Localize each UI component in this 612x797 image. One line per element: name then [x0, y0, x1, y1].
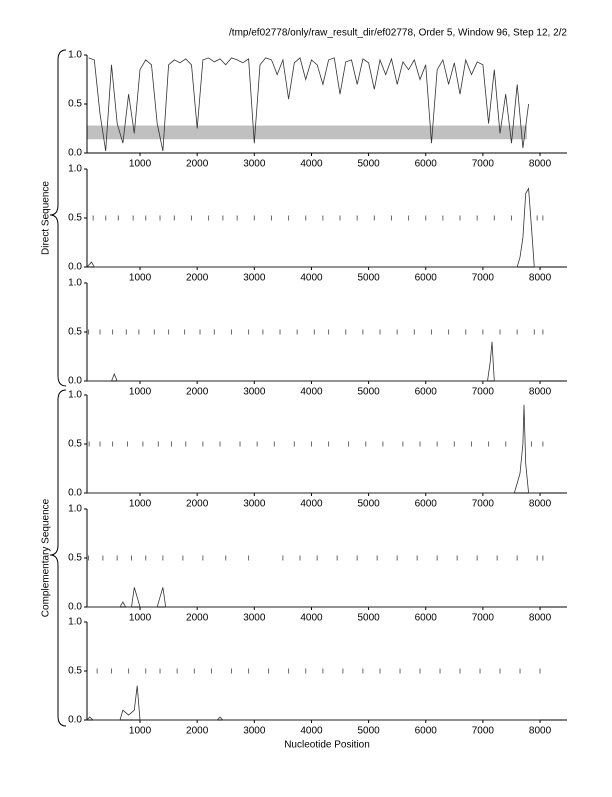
x-tick-label: 7000: [472, 387, 495, 398]
line: [87, 587, 540, 608]
y-tick-label: 0.5: [68, 327, 82, 338]
y-tick-label: 0.0: [68, 715, 82, 726]
page-title: /tmp/ef02778/only/raw_result_dir/ef02778…: [229, 28, 567, 39]
line: [86, 685, 540, 721]
x-tick-label: 3000: [243, 613, 266, 624]
x-tick-label: 1000: [129, 726, 152, 737]
x-tick-label: 8000: [529, 499, 552, 510]
y-tick-label: 0.0: [68, 262, 82, 273]
x-tick-label: 3000: [243, 499, 266, 510]
x-tick-label: 1000: [129, 387, 152, 398]
y-tick-label: 0.5: [68, 213, 82, 224]
line: [87, 341, 540, 382]
group-label: Direct Sequence: [41, 181, 52, 255]
y-tick-label: 1.0: [68, 164, 82, 175]
x-tick-label: 2000: [186, 726, 209, 737]
x-tick-label: 7000: [472, 499, 495, 510]
x-tick-label: 5000: [357, 159, 380, 170]
x-tick-label: 7000: [472, 273, 495, 284]
y-tick-label: 1.0: [68, 390, 82, 401]
x-tick-label: 8000: [529, 613, 552, 624]
line: [87, 404, 540, 494]
x-tick-label: 8000: [529, 159, 552, 170]
y-tick-label: 1.0: [68, 50, 82, 61]
x-tick-label: 4000: [300, 726, 323, 737]
x-tick-label: 7000: [472, 726, 495, 737]
x-tick-label: 1000: [129, 499, 152, 510]
x-tick-label: 1000: [129, 159, 152, 170]
x-tick-label: 2000: [186, 613, 209, 624]
x-tick-label: 2000: [186, 273, 209, 284]
y-tick-label: 0.0: [68, 376, 82, 387]
x-tick-label: 4000: [300, 613, 323, 624]
threshold-band: [87, 125, 527, 140]
x-tick-label: 8000: [529, 273, 552, 284]
x-tick-label: 1000: [129, 613, 152, 624]
y-tick-label: 0.5: [68, 439, 82, 450]
x-tick-label: 4000: [300, 387, 323, 398]
x-tick-label: 4000: [300, 273, 323, 284]
x-tick-label: 3000: [243, 159, 266, 170]
x-tick-label: 6000: [415, 726, 438, 737]
x-tick-label: 7000: [472, 613, 495, 624]
x-tick-label: 5000: [357, 613, 380, 624]
group-label: Complementary Sequence: [41, 498, 52, 617]
x-tick-label: 4000: [300, 159, 323, 170]
line: [88, 57, 529, 152]
x-tick-label: 3000: [243, 387, 266, 398]
x-tick-label: 2000: [186, 499, 209, 510]
x-tick-label: 5000: [357, 726, 380, 737]
y-tick-label: 0.5: [68, 553, 82, 564]
group-bracket: [49, 49, 67, 387]
line: [86, 187, 540, 268]
y-tick-label: 1.0: [68, 504, 82, 515]
x-tick-label: 3000: [243, 273, 266, 284]
x-tick-label: 5000: [357, 273, 380, 284]
x-tick-label: 5000: [357, 499, 380, 510]
y-tick-label: 0.5: [68, 666, 82, 677]
x-tick-label: 6000: [415, 613, 438, 624]
y-tick-label: 0.5: [68, 99, 82, 110]
y-tick-label: 0.0: [68, 488, 82, 499]
y-tick-label: 0.0: [68, 602, 82, 613]
x-tick-label: 2000: [186, 387, 209, 398]
x-tick-label: 6000: [415, 159, 438, 170]
x-tick-label: 4000: [300, 499, 323, 510]
x-tick-label: 8000: [529, 726, 552, 737]
x-tick-label: 6000: [415, 499, 438, 510]
y-tick-label: 1.0: [68, 278, 82, 289]
x-tick-label: 2000: [186, 159, 209, 170]
x-tick-label: 6000: [415, 387, 438, 398]
x-tick-label: 3000: [243, 726, 266, 737]
x-tick-label: 5000: [357, 387, 380, 398]
y-tick-label: 0.0: [68, 148, 82, 159]
x-tick-label: 8000: [529, 387, 552, 398]
x-tick-label: 6000: [415, 273, 438, 284]
group-bracket: [49, 389, 67, 727]
x-tick-label: 1000: [129, 273, 152, 284]
x-axis-label: Nucleotide Position: [284, 740, 370, 751]
x-tick-label: 7000: [472, 159, 495, 170]
y-tick-label: 1.0: [68, 617, 82, 628]
